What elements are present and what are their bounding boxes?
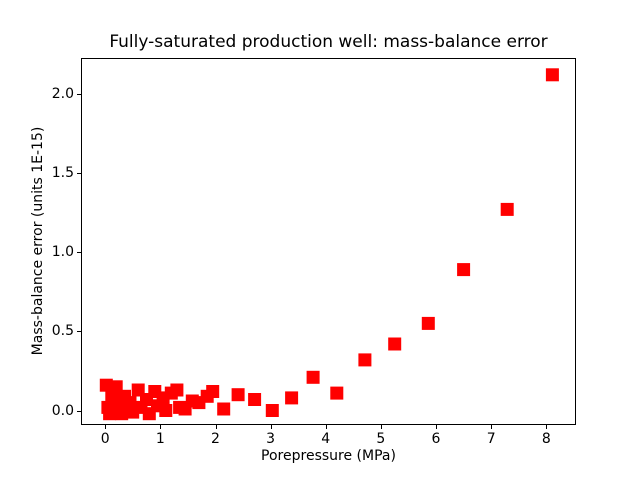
y-tick-mark	[77, 93, 81, 95]
y-tick-mark	[77, 173, 81, 174]
x-tick-label: 1	[155, 431, 165, 447]
x-tick-label: 2	[211, 431, 220, 447]
y-axis-label: Mass-balance error (units 1E-15)	[30, 126, 46, 356]
scatter-point	[231, 388, 245, 402]
x-axis-label: Porepressure (MPa)	[261, 448, 396, 464]
x-tick-label: 8	[541, 431, 551, 447]
x-tick-mark	[546, 425, 548, 429]
scatter-point	[358, 353, 372, 367]
x-tick-label: 4	[321, 431, 331, 447]
scatter-point	[217, 402, 231, 416]
chart-title: Fully-saturated production well: mass-ba…	[109, 32, 548, 52]
plot-area	[81, 58, 576, 425]
scatter-point	[159, 404, 173, 417]
y-tick-mark	[77, 252, 81, 254]
scatter-point	[457, 263, 471, 277]
y-tick-label: 0.5	[51, 323, 74, 340]
y-tick-label: 1.5	[51, 165, 74, 181]
x-tick-mark	[215, 425, 217, 429]
y-tick-label: 0.0	[51, 402, 74, 419]
y-tick-mark	[77, 410, 81, 412]
x-tick-mark	[160, 425, 162, 429]
x-tick-mark	[491, 425, 493, 429]
scatter-point	[500, 202, 514, 216]
scatter-point	[388, 337, 402, 351]
scatter-point	[206, 385, 220, 398]
y-tick-mark	[77, 331, 81, 333]
scatter-point	[115, 407, 129, 421]
scatter-point	[265, 404, 279, 417]
x-tick-mark	[105, 425, 107, 429]
x-tick-label: 5	[376, 431, 386, 447]
scatter-point	[306, 370, 320, 384]
y-tick-label: 1.0	[51, 244, 74, 261]
scatter-point	[421, 316, 435, 330]
scatter-point	[545, 68, 559, 82]
x-tick-mark	[436, 425, 437, 429]
scatter-canvas	[99, 68, 559, 421]
x-tick-mark	[325, 425, 327, 429]
x-tick-mark	[270, 425, 272, 429]
x-tick-mark	[380, 425, 382, 429]
scatter-point	[285, 391, 299, 405]
x-tick-label: 7	[486, 431, 496, 447]
scatter-point	[99, 378, 113, 392]
x-tick-label: 0	[100, 431, 110, 447]
x-tick-label: 6	[431, 431, 441, 447]
scatter-point	[248, 393, 262, 406]
x-tick-label: 3	[266, 431, 276, 447]
scatter-point	[330, 386, 344, 400]
y-tick-label: 2.0	[51, 85, 74, 102]
scatter-point	[170, 383, 184, 397]
